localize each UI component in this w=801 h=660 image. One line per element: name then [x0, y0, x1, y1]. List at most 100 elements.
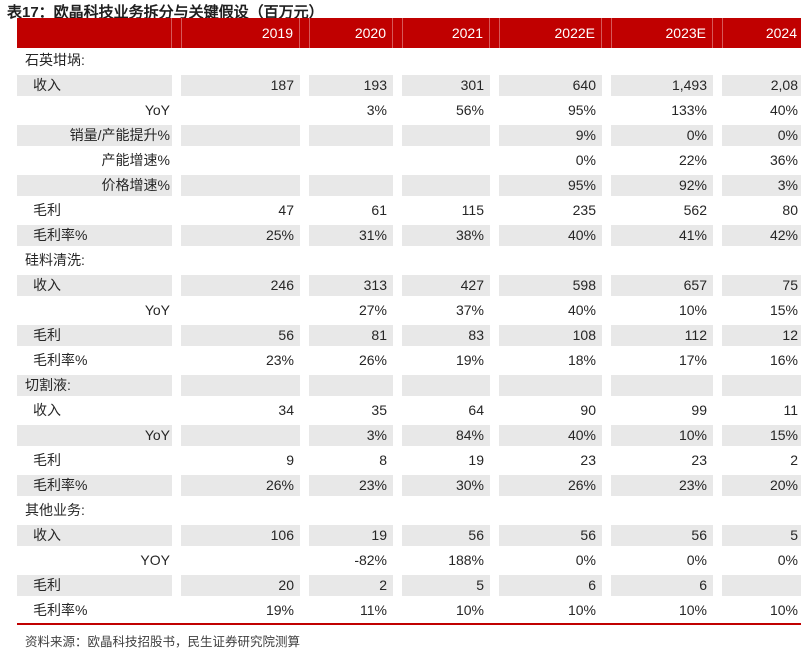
cell-value: 26%: [309, 348, 393, 373]
table-row: 石英坩埚:: [17, 48, 801, 73]
cell-value: 11: [722, 398, 801, 423]
row-label: 收入: [17, 398, 172, 423]
cell-value: 35: [309, 398, 393, 423]
cell-value: 10%: [402, 598, 490, 623]
cell-value: 10%: [611, 298, 713, 323]
cell-value: 20: [181, 573, 300, 598]
table-row: 收入 106 19 56 56 56 5: [17, 523, 801, 548]
cell-value: [611, 498, 713, 523]
table-row: YoY 27% 37% 40% 10% 15%: [17, 298, 801, 323]
cell-value: [611, 48, 713, 73]
header-cell-year: 2024: [722, 18, 801, 48]
cell-value: 657: [611, 273, 713, 298]
cell-value: 10%: [611, 423, 713, 448]
cell-value: 17%: [611, 348, 713, 373]
cell-value: [181, 98, 300, 123]
cell-value: 95%: [499, 173, 602, 198]
row-label: 毛利: [17, 323, 172, 348]
cell-value: 3%: [722, 173, 801, 198]
table-row: 收入 187 193 301 640 1,493 2,08: [17, 73, 801, 98]
cell-value: 37%: [402, 298, 490, 323]
cell-value: [309, 173, 393, 198]
table-row: 毛利 20 2 5 6 6: [17, 573, 801, 598]
cell-value: 80: [722, 198, 801, 223]
cell-value: 38%: [402, 223, 490, 248]
cell-value: 0%: [611, 548, 713, 573]
cell-value: [181, 423, 300, 448]
cell-value: 34: [181, 398, 300, 423]
cell-value: [499, 248, 602, 273]
cell-value: [309, 148, 393, 173]
table-row: YoY 3% 56% 95% 133% 40%: [17, 98, 801, 123]
data-table: 2019 2020 2021 2022E 2023E 2024 石英坩埚: 收入 1…: [17, 18, 801, 623]
table-title: 表17：欧晶科技业务拆分与关键假设（百万元）: [7, 4, 324, 21]
cell-value: 84%: [402, 423, 490, 448]
table-row: 价格增速% 95% 92% 3%: [17, 173, 801, 198]
cell-value: 5: [722, 523, 801, 548]
cell-value: 36%: [722, 148, 801, 173]
table-row: 毛利 9 8 19 23 23 2: [17, 448, 801, 473]
cell-value: [181, 298, 300, 323]
cell-value: 23%: [181, 348, 300, 373]
cell-value: 23: [611, 448, 713, 473]
cell-value: 27%: [309, 298, 393, 323]
cell-value: [181, 148, 300, 173]
cell-value: 30%: [402, 473, 490, 498]
table-row: 收入 246 313 427 598 657 75: [17, 273, 801, 298]
row-label: 毛利: [17, 198, 172, 223]
cell-value: 10%: [499, 598, 602, 623]
cell-value: [181, 48, 300, 73]
table-row: 产能增速% 0% 22% 36%: [17, 148, 801, 173]
cell-value: [499, 48, 602, 73]
table-row: 收入 34 35 64 90 99 11: [17, 398, 801, 423]
cell-value: 40%: [499, 223, 602, 248]
cell-value: 23%: [309, 473, 393, 498]
cell-value: 19: [309, 523, 393, 548]
cell-value: 1,493: [611, 73, 713, 98]
cell-value: 81: [309, 323, 393, 348]
cell-value: 10%: [611, 598, 713, 623]
cell-value: [181, 373, 300, 398]
cell-value: 2,08: [722, 73, 801, 98]
cell-value: 246: [181, 273, 300, 298]
cell-value: 26%: [181, 473, 300, 498]
cell-value: 64: [402, 398, 490, 423]
row-section-label: 石英坩埚:: [17, 48, 172, 73]
cell-value: 40%: [499, 298, 602, 323]
cell-value: [402, 248, 490, 273]
cell-value: [181, 173, 300, 198]
cell-value: 56%: [402, 98, 490, 123]
row-section-label: 硅料清洗:: [17, 248, 172, 273]
cell-value: 31%: [309, 223, 393, 248]
cell-value: 115: [402, 198, 490, 223]
cell-value: 18%: [499, 348, 602, 373]
table-row: 毛利率% 26% 23% 30% 26% 23% 20%: [17, 473, 801, 498]
row-label: 毛利率%: [17, 223, 172, 248]
cell-value: 15%: [722, 298, 801, 323]
row-label: 毛利率%: [17, 598, 172, 623]
cell-value: 193: [309, 73, 393, 98]
table-row: 毛利率% 25% 31% 38% 40% 41% 42%: [17, 223, 801, 248]
cell-value: 20%: [722, 473, 801, 498]
cell-value: 11%: [309, 598, 393, 623]
cell-value: 106: [181, 523, 300, 548]
row-label: 价格增速%: [17, 173, 172, 198]
row-section-label: 切割液:: [17, 373, 172, 398]
cell-value: 25%: [181, 223, 300, 248]
cell-value: [402, 498, 490, 523]
row-label: 收入: [17, 523, 172, 548]
cell-value: [611, 373, 713, 398]
cell-value: 56: [402, 523, 490, 548]
cell-value: 108: [499, 323, 602, 348]
cell-value: [309, 48, 393, 73]
cell-value: [402, 373, 490, 398]
table-row: YOY -82% 188% 0% 0% 0%: [17, 548, 801, 573]
row-label: YoY: [17, 423, 172, 448]
cell-value: 427: [402, 273, 490, 298]
cell-value: 95%: [499, 98, 602, 123]
row-label: YoY: [17, 98, 172, 123]
cell-value: 562: [611, 198, 713, 223]
cell-value: [181, 548, 300, 573]
cell-value: 61: [309, 198, 393, 223]
